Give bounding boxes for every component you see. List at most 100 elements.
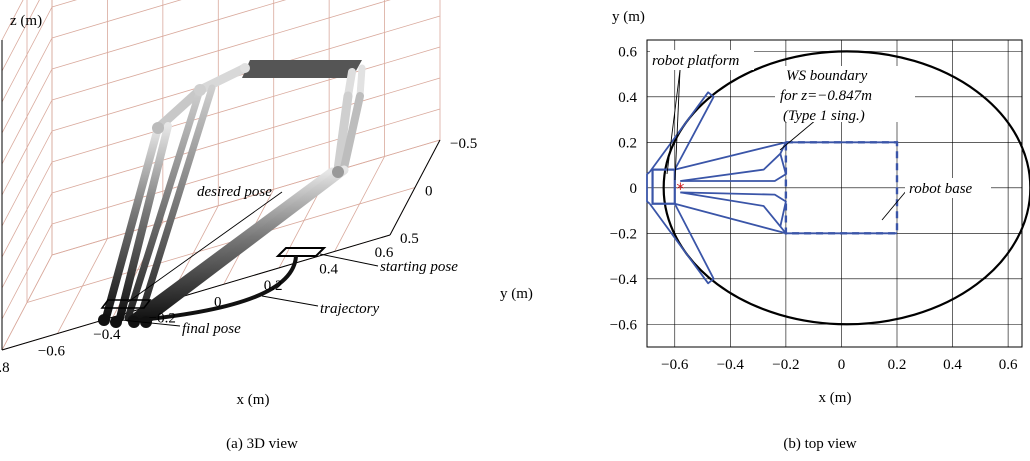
annotation-ws-boundary-line-2: for z=−0.847m	[780, 88, 872, 104]
grid-side-z	[1, 130, 53, 227]
arm-upper-inner	[680, 141, 787, 182]
upper-arm-4	[333, 91, 353, 175]
x-axis-line-3d	[1, 234, 391, 351]
x-tick-label-top: 0	[838, 357, 846, 373]
grid-side-z	[1, 0, 40, 72]
joint-3	[332, 166, 344, 178]
joint-1	[152, 122, 164, 134]
grid-back-z	[51, 108, 441, 225]
panel-top-view: * −0.6 −0.4 −0.2 0 0.2 0.4 0.6 0.60.40.20−0.2−…	[610, 9, 1030, 452]
panel-3d-view: desired pose starting pose trajectory fi…	[0, 0, 533, 452]
platform-center-marker: *	[676, 179, 684, 198]
leg-link-6	[141, 165, 349, 325]
annotation-robot-base: robot base	[905, 178, 991, 198]
x-tick-label-top: −0.2	[772, 357, 799, 373]
grid-side-z	[1, 99, 53, 196]
platform-rect	[651, 168, 676, 205]
end-joint-1	[98, 314, 110, 326]
x-tick-label-3d: 0	[214, 294, 222, 310]
trajectory-curve	[139, 255, 298, 322]
grid-back-z	[51, 0, 182, 39]
arm-lower-inner-2	[680, 191, 787, 227]
annotation-ws-boundary: WS boundary for z=−0.847m (Type 1 sing.)	[775, 66, 915, 124]
grid-back-z	[51, 0, 78, 8]
x-tick-label-3d: −0.6	[38, 344, 66, 360]
grid-3d	[1, 0, 441, 351]
leader-platform-1	[666, 69, 681, 175]
arm-lower-inner	[680, 191, 787, 234]
x-tick-label-top: 0.6	[999, 357, 1018, 373]
annotation-starting-pose: starting pose	[380, 259, 458, 275]
grid-back-z	[51, 0, 287, 70]
x-tick-labels-top: −0.6 −0.4 −0.2 0 0.2 0.4 0.6	[661, 357, 1018, 373]
x-tick-label-3d: −0.2	[149, 311, 176, 327]
x-tick-label-top: −0.6	[661, 357, 689, 373]
y-tick-label-top: −0.6	[610, 317, 638, 333]
y-tick-label-top: 0.4	[618, 90, 637, 106]
annotation-trajectory: trajectory	[320, 301, 379, 317]
annotation-ws-boundary-line-1: WS boundary	[786, 68, 868, 84]
x-tick-label-3d: 0.2	[264, 278, 283, 294]
end-joint-2	[110, 316, 122, 328]
x-tick-label-top: −0.4	[717, 357, 745, 373]
y-tick-label-3d: −0.5	[450, 136, 477, 152]
annotation-robot-platform-text: robot platform	[652, 53, 740, 69]
robot-3d	[98, 60, 379, 328]
grid-back-z	[51, 77, 441, 194]
annotation-final-pose: final pose	[182, 321, 241, 337]
platform-top-3d	[242, 60, 362, 78]
x-tick-label-3d: −0.8	[0, 360, 10, 376]
x-axis-label-3d: x (m)	[237, 392, 270, 408]
leg-link-4	[136, 84, 216, 322]
leader-desired	[127, 191, 283, 303]
leader-final	[121, 319, 181, 327]
desired-pose-platform	[100, 299, 152, 309]
y-tick-label-3d: 0	[425, 184, 433, 200]
caption-3d-view: (a) 3D view	[226, 436, 298, 452]
grid-side-z	[1, 223, 53, 320]
y-tick-label-3d: 0.5	[400, 231, 419, 247]
annotation-desired-pose: desired pose	[197, 184, 272, 200]
x-tick-labels-3d: −0.8 −0.6 −0.4 −0.2 0 0.2 0.4 0.6	[0, 245, 394, 376]
grid-side-z	[1, 37, 53, 134]
grid-side-z	[1, 6, 53, 103]
y-tick-label-top: 0.2	[618, 135, 637, 151]
caption-top-view: (b) top view	[783, 436, 856, 452]
leg-link-1	[102, 124, 162, 322]
x-tick-label-3d: 0.6	[375, 245, 394, 261]
annotation-robot-base-text: robot base	[909, 181, 973, 197]
upper-arm-5	[356, 64, 366, 100]
grid-back-z	[51, 46, 441, 163]
leader-robot-base	[881, 189, 908, 221]
y-tick-label-top: 0.6	[618, 44, 637, 60]
y-tick-label-top: 0	[630, 181, 638, 197]
z-axis-label: z (m)	[10, 13, 42, 29]
leader-platform-2	[674, 69, 681, 181]
grid-side-z	[1, 254, 53, 351]
x-axis-label-top: x (m)	[819, 390, 852, 406]
y-tick-labels-top: 0.6 0.4 0.2 0 −0.2 −0.4 −0.6	[610, 44, 638, 333]
y-tick-label-top: −0.2	[610, 226, 637, 242]
grid-side-z	[1, 192, 53, 289]
y-axis-label-top: y (m)	[612, 9, 645, 25]
upper-arm-2	[153, 85, 205, 133]
robot-top-view: *	[646, 50, 1030, 326]
grid-floor-y	[26, 187, 416, 303]
upper-arm-1	[195, 63, 250, 95]
arm-lower	[649, 203, 715, 285]
leg-link-5	[127, 167, 337, 325]
grid-back-z	[51, 139, 441, 256]
platform-stub	[646, 171, 651, 205]
annotation-robot-platform: robot platform	[650, 50, 754, 70]
leg-link-2	[116, 122, 172, 322]
y-tick-labels-3d: −0.5 0 0.5	[400, 136, 477, 247]
ws-boundary-ellipse	[662, 50, 1030, 326]
grid-side-z	[1, 161, 53, 258]
x-tick-label-top: 0.4	[943, 357, 962, 373]
grid-back-z	[51, 0, 391, 101]
leader-trajectory	[261, 295, 319, 307]
arm-upper	[649, 91, 715, 173]
arm-upper-inner-2	[680, 153, 787, 182]
leader-starting	[319, 253, 379, 267]
joint-2	[194, 84, 206, 96]
